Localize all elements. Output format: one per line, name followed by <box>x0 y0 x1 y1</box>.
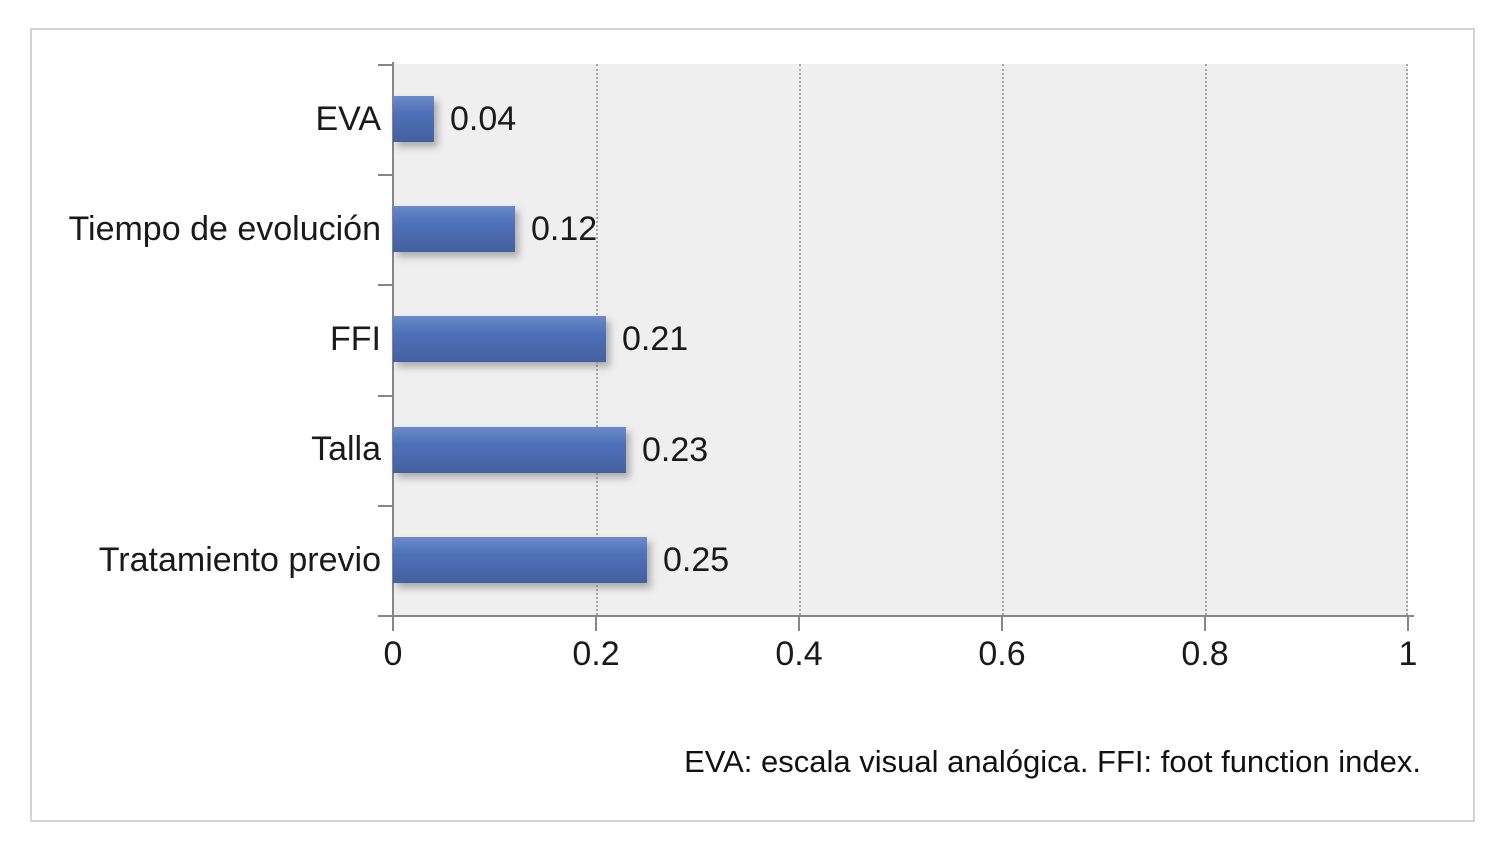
x-axis-label-0.2: 0.2 <box>572 635 620 673</box>
bar-value-tiempo-de-evolucion: 0.12 <box>531 210 598 248</box>
x-axis-tick <box>1407 617 1409 631</box>
x-axis-label-0.8: 0.8 <box>1181 635 1229 673</box>
x-axis-tick <box>1001 617 1003 631</box>
bar-tiempo-de-evolucion[interactable] <box>393 206 515 252</box>
bar-value-eva: 0.04 <box>450 100 517 138</box>
x-axis-tick <box>392 617 394 631</box>
bar-row: 0.12 <box>393 206 1408 252</box>
category-label-eva: EVA <box>315 100 381 138</box>
x-axis-tick <box>798 617 800 631</box>
category-label-tratamiento-previo: Tratamiento previo <box>98 541 381 579</box>
bar-eva[interactable] <box>393 96 434 142</box>
category-label-ffi: FFI <box>330 320 381 358</box>
bar-tratamiento-previo[interactable] <box>393 537 647 583</box>
x-axis-line <box>386 615 1414 617</box>
gridline-0.8 <box>1205 64 1207 615</box>
y-axis-tick <box>378 174 393 176</box>
bar-value-talla: 0.23 <box>642 431 709 469</box>
x-axis-label-0.4: 0.4 <box>775 635 823 673</box>
y-axis-tick <box>378 64 393 66</box>
figure-frame: 0.04 EVA 0.12 Tiempo de evolución 0.21 F… <box>30 28 1475 822</box>
gridline-1.0 <box>1406 64 1408 615</box>
bar-row: 0.21 <box>393 316 1408 362</box>
y-axis-tick <box>378 395 393 397</box>
bar-value-ffi: 0.21 <box>622 320 689 358</box>
bar-row: 0.25 <box>393 537 1408 583</box>
y-axis-tick <box>378 615 393 617</box>
x-axis-label-0: 0 <box>383 635 403 673</box>
x-axis-label-1: 1 <box>1398 635 1418 673</box>
bar-ffi[interactable] <box>393 316 606 362</box>
x-axis-label-0.6: 0.6 <box>978 635 1026 673</box>
bar-value-tratamiento-previo: 0.25 <box>663 541 730 579</box>
chart-footnote: EVA: escala visual analógica. FFI: foot … <box>684 744 1421 779</box>
bar-row: 0.04 <box>393 96 1408 142</box>
y-axis-tick <box>378 505 393 507</box>
x-axis-tick <box>1204 617 1206 631</box>
bar-talla[interactable] <box>393 427 626 473</box>
gridline-0.4 <box>799 64 801 615</box>
bar-row: 0.23 <box>393 427 1408 473</box>
category-label-tiempo-de-evolucion: Tiempo de evolución <box>68 210 381 248</box>
y-axis-tick <box>378 284 393 286</box>
gridline-0.6 <box>1002 64 1004 615</box>
category-label-talla: Talla <box>311 430 381 468</box>
x-axis-tick <box>595 617 597 631</box>
